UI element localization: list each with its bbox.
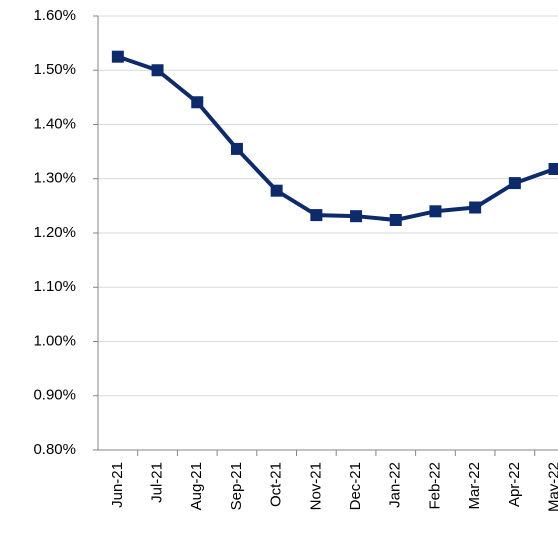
marker xyxy=(548,162,558,175)
x-tick-label: Dec-21 xyxy=(347,462,364,510)
marker xyxy=(111,50,124,63)
y-tick-label: 0.90% xyxy=(33,387,76,404)
x-tick-label: Oct-21 xyxy=(268,462,285,507)
marker xyxy=(508,177,521,190)
x-tick-label: Mar-22 xyxy=(466,462,483,510)
x-tick-label: Aug-21 xyxy=(188,462,205,510)
y-tick-label: 1.60% xyxy=(33,7,76,24)
marker xyxy=(469,201,482,214)
y-tick-label: 1.20% xyxy=(33,224,76,241)
marker xyxy=(230,142,243,155)
marker xyxy=(389,213,402,226)
marker xyxy=(350,210,363,223)
y-tick-label: 1.10% xyxy=(33,278,76,295)
marker xyxy=(429,205,442,218)
x-tick-label: Jul-21 xyxy=(149,462,166,503)
x-tick-label: May-22 xyxy=(546,462,558,512)
x-tick-label: Nov-21 xyxy=(307,462,324,510)
x-tick-label: Jan-22 xyxy=(387,462,404,508)
line xyxy=(117,54,556,222)
y-tick-label: 0.80% xyxy=(33,441,76,458)
marker xyxy=(151,64,164,77)
y-tick-label: 1.30% xyxy=(33,170,76,187)
y-tick-label: 1.50% xyxy=(33,61,76,78)
marker xyxy=(310,209,323,222)
marker xyxy=(191,96,204,109)
x-tick-label: Sep-21 xyxy=(228,462,245,510)
marker xyxy=(270,184,283,197)
y-tick-label: 1.40% xyxy=(33,115,76,132)
x-tick-label: Feb-22 xyxy=(426,462,443,510)
x-tick-label: Apr-22 xyxy=(506,462,523,507)
x-tick-label: Jun-21 xyxy=(109,462,126,508)
y-tick-label: 1.00% xyxy=(33,332,76,349)
